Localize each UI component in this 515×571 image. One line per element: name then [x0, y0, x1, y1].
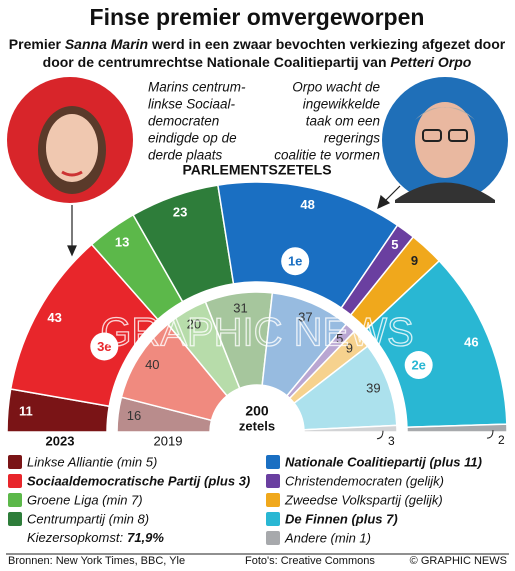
chart-title: PARLEMENTSZETELS	[182, 162, 331, 178]
leader	[376, 430, 384, 440]
legend-label: De Finnen (plus 7)	[285, 511, 398, 526]
leader	[486, 430, 494, 439]
legend-swatch	[8, 455, 22, 469]
value-label: 5	[336, 331, 343, 346]
text-run: Premier	[9, 36, 65, 52]
watermark: GRAPHIC NEWS	[100, 311, 413, 355]
total-value: 200	[245, 403, 269, 419]
text-run: 71,9%	[127, 530, 164, 545]
rank-badge	[90, 332, 119, 361]
caption-left: derde plaats	[148, 148, 223, 163]
turnout: Kiezersopkomst: 71,9%	[27, 530, 164, 545]
photo-left	[7, 77, 133, 203]
value-label: 13	[115, 235, 129, 250]
rank-label: 2e	[411, 357, 425, 372]
rank-badge	[404, 351, 433, 380]
rank-badge	[281, 247, 310, 276]
caption-left: Marins centrum-	[148, 80, 246, 95]
legend-label: Centrumpartij (min 8)	[27, 511, 149, 526]
value-label: 48	[300, 197, 314, 212]
value-label: 9	[411, 253, 418, 268]
photo-right	[382, 77, 508, 203]
legend-swatch	[266, 455, 280, 469]
value-label: 2	[498, 433, 505, 447]
value-label: 43	[47, 310, 61, 325]
value-label: 16	[127, 408, 141, 423]
value-label: 40	[145, 357, 159, 372]
value-label: 5	[391, 237, 398, 252]
legend-swatch	[266, 493, 280, 507]
text-run: Sanna Marin	[65, 36, 148, 52]
caption-right: ingewikkelde	[303, 97, 380, 112]
text-run: Kiezersopkomst:	[27, 530, 123, 545]
total-label: zetels	[239, 418, 275, 433]
legend-label: Linkse Alliantie (min 5)	[27, 454, 157, 469]
legend-label: Nationale Coalitiepartij (plus 11)	[285, 454, 482, 469]
seat-segment	[303, 424, 398, 433]
caption-right: taak om een	[306, 114, 380, 129]
subtitle-line: door de centrumrechtse Nationale Coaliti…	[43, 54, 472, 70]
legend-swatch	[8, 493, 22, 507]
legend-swatch	[266, 531, 280, 545]
value-label: 39	[366, 381, 380, 396]
credit: © GRAPHIC NEWS	[410, 555, 507, 566]
text-run: werd in een zwaar bevochten verkiezing a…	[148, 36, 506, 52]
caption-right: regerings	[324, 131, 381, 146]
value-label: 37	[298, 309, 312, 324]
value-label: 9	[346, 341, 353, 356]
rank-label: 3e	[97, 339, 111, 354]
caption-right: Orpo wacht de	[292, 80, 380, 95]
value-label: 31	[233, 301, 247, 316]
text-run: door de centrumrechtse Nationale Coaliti…	[43, 54, 391, 70]
value-label: 23	[173, 205, 187, 220]
legend-swatch	[266, 512, 280, 526]
rank-label: 1e	[288, 254, 302, 269]
legend-label: Christendemocraten (gelijk)	[285, 473, 444, 488]
text-run: Petteri Orpo	[390, 54, 471, 70]
legend-swatch	[8, 474, 22, 488]
legend-label: Groene Liga (min 7)	[27, 492, 143, 507]
legend-label: Zweedse Volkspartij (gelijk)	[284, 492, 443, 507]
value-label: 20	[187, 317, 201, 332]
sources: Bronnen: New York Times, BBC, Yle	[8, 555, 185, 566]
ring-label: 2023	[46, 433, 75, 448]
ring-label: 2019	[154, 433, 183, 448]
arrows	[67, 185, 401, 257]
legend-swatch	[266, 474, 280, 488]
seat-segment	[406, 423, 508, 433]
value-label: 11	[19, 403, 33, 418]
value-label: 3	[388, 434, 395, 448]
value-label: 46	[464, 335, 478, 350]
legend-label: Sociaaldemocratische Partij (plus 3)	[27, 473, 250, 488]
photo-credit: Foto's: Creative Commons	[245, 555, 375, 566]
caption-left: linkse Sociaal-	[148, 97, 236, 112]
subtitle-line: Premier Sanna Marin werd in een zwaar be…	[9, 36, 506, 52]
caption-left: democraten	[148, 114, 219, 129]
legend-swatch	[8, 512, 22, 526]
caption-right: coalitie te vormen	[274, 148, 380, 163]
legend-label: Andere (min 1)	[284, 530, 371, 545]
title: Finse premier omvergeworpen	[90, 4, 425, 30]
caption-left: eindigde op de	[148, 131, 237, 146]
